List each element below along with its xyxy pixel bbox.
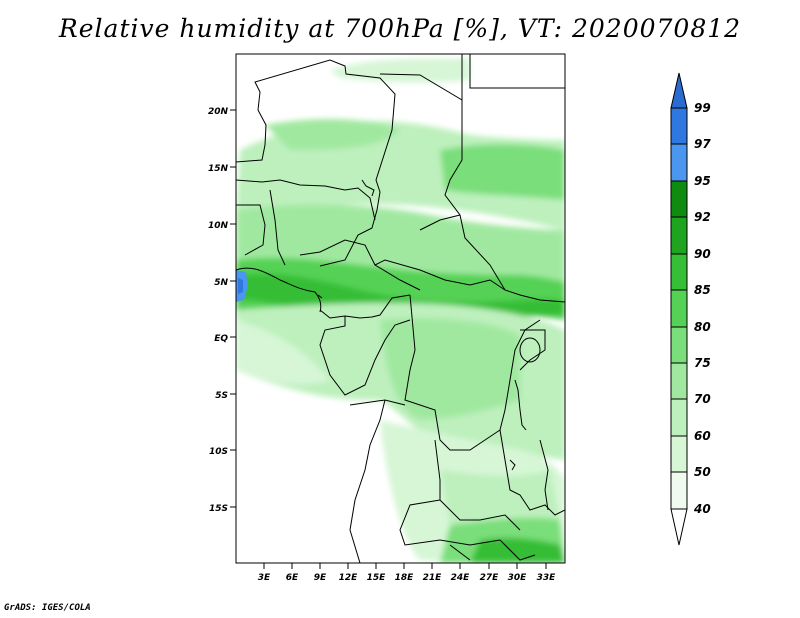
lon-label: 30E (508, 573, 528, 583)
colorbar-label: 70 (694, 392, 711, 406)
lat-label: EQ (214, 334, 228, 344)
colorbar-segment (670, 362, 688, 400)
colorbar-segment (670, 107, 688, 145)
colorbar-segment (670, 253, 688, 291)
colorbar-top-arrow (670, 72, 688, 109)
lon-label: 18E (395, 573, 415, 583)
map-title: Relative humidity at 700hPa [%], VT: 202… (58, 14, 742, 43)
latitude-axis: 20N 15N 10N 5N EQ 5S 10S 15S (208, 107, 236, 514)
colorbar-label: 80 (694, 320, 711, 334)
colorbar-label: 95 (694, 174, 711, 188)
colorbar-segment (670, 180, 688, 218)
lon-label: 27E (480, 573, 500, 583)
lat-label: 15N (208, 164, 229, 174)
lat-label: 20N (208, 107, 229, 117)
colorbar-label: 60 (694, 429, 711, 443)
colorbar-label: 85 (694, 283, 711, 297)
humidity-field (236, 54, 565, 563)
lat-label: 10N (208, 221, 229, 231)
lat-label: 5S (215, 391, 228, 401)
colorbar-label: 50 (694, 465, 711, 479)
colorbar-label: 40 (693, 502, 711, 516)
lon-label: 9E (314, 573, 327, 583)
lon-label: 12E (339, 573, 359, 583)
colorbar-segment (670, 398, 688, 437)
colorbar-label: 92 (694, 210, 711, 224)
lon-label: 21E (423, 573, 443, 583)
colorbar-label: 90 (694, 247, 711, 261)
lakes (317, 179, 549, 511)
colorbar-segment (670, 435, 688, 473)
map-frame (235, 53, 566, 564)
lon-label: 15E (367, 573, 387, 583)
colorbar-segment (670, 289, 688, 328)
lat-label: 5N (214, 278, 228, 288)
colorbar-label: 75 (694, 356, 711, 370)
colorbar-label: 99 (694, 101, 711, 115)
country-borders (236, 54, 565, 563)
colorbar-segment (670, 471, 688, 510)
colorbar-bottom-arrow (670, 508, 688, 546)
lon-label: 24E (451, 573, 471, 583)
lon-label: 6E (286, 573, 299, 583)
lon-label: 3E (258, 573, 271, 583)
grads-credit: GrADS: IGES/COLA (4, 603, 91, 613)
colorbar-segment (670, 326, 688, 364)
lat-label: 10S (209, 447, 228, 457)
longitude-axis: 3E 6E 9E 12E 15E 18E 21E 24E 27E 30E 33E (258, 563, 556, 583)
colorbar-segment (670, 143, 688, 182)
colorbar (670, 72, 688, 546)
lat-label: 15S (209, 504, 228, 514)
colorbar-label: 97 (694, 137, 711, 151)
colorbar-segment (670, 216, 688, 255)
lon-label: 33E (537, 573, 557, 583)
colorbar-labels: 99 97 95 92 90 85 80 75 70 60 50 40 (693, 101, 711, 516)
